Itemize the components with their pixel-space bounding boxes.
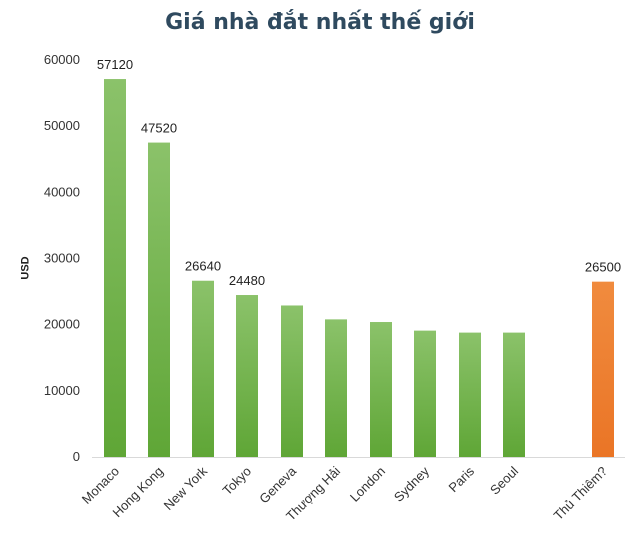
y-tick-label: 20000 xyxy=(44,317,80,332)
bar-7 xyxy=(414,330,436,457)
category-label-2: New York xyxy=(161,463,211,513)
chart-title: Giá nhà đắt nhất thế giới xyxy=(165,10,475,35)
bar-5 xyxy=(325,319,347,457)
bar-9 xyxy=(503,332,525,457)
y-tick-label: 30000 xyxy=(44,251,80,266)
bar-1 xyxy=(148,142,170,458)
bar-4 xyxy=(281,305,303,457)
y-tick-label: 0 xyxy=(73,449,80,464)
category-label-7: Sydney xyxy=(391,463,433,505)
data-label-1: 47520 xyxy=(141,121,177,136)
category-label-9: Seoul xyxy=(487,463,521,497)
bar-8 xyxy=(459,332,481,457)
category-label-3: Tokyo xyxy=(219,464,254,499)
data-label-0: 57120 xyxy=(97,57,133,72)
bars-group xyxy=(104,79,614,458)
category-label-10: Thủ Thiêm? xyxy=(551,464,610,523)
data-label-10: 26500 xyxy=(585,260,621,275)
data-label-3: 24480 xyxy=(229,273,265,288)
data-labels: 57120 47520 26640 24480 26500 xyxy=(97,57,621,288)
data-label-2: 26640 xyxy=(185,259,221,274)
category-label-8: Paris xyxy=(446,463,478,495)
category-label-6: London xyxy=(347,464,388,505)
y-tick-label: 10000 xyxy=(44,383,80,398)
category-label-4: Geneva xyxy=(256,463,299,506)
bar-2 xyxy=(192,280,214,457)
bar-3 xyxy=(236,295,258,457)
y-tick-label: 40000 xyxy=(44,184,80,199)
category-label-0: Monaco xyxy=(79,464,122,507)
y-tick-label: 60000 xyxy=(44,52,80,67)
bar-10 xyxy=(592,281,614,457)
bar-0 xyxy=(104,79,126,457)
y-tick-label: 50000 xyxy=(44,118,80,133)
y-axis-ticks: 0 10000 20000 30000 40000 50000 60000 xyxy=(44,52,80,464)
bar-6 xyxy=(370,322,392,457)
